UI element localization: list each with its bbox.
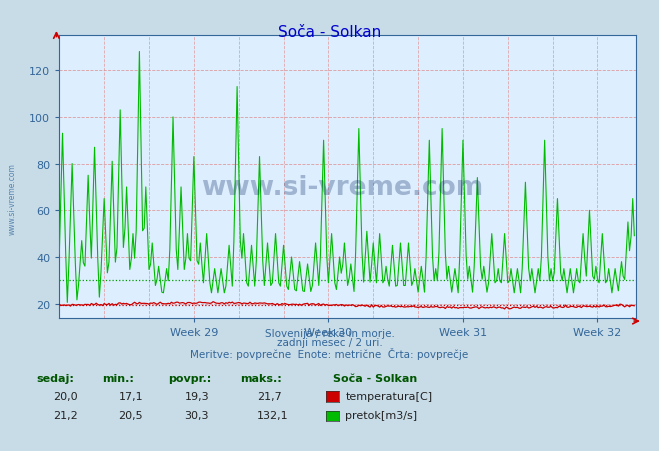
Text: Slovenija / reke in morje.: Slovenija / reke in morje. <box>264 328 395 338</box>
Text: www.si-vreme.com: www.si-vreme.com <box>202 174 484 200</box>
Text: 21,2: 21,2 <box>53 410 78 420</box>
Text: 30,3: 30,3 <box>185 410 209 420</box>
Text: www.si-vreme.com: www.si-vreme.com <box>7 162 16 235</box>
Text: 20,0: 20,0 <box>53 391 77 401</box>
Text: povpr.:: povpr.: <box>168 373 212 383</box>
Text: maks.:: maks.: <box>241 373 282 383</box>
Text: 17,1: 17,1 <box>119 391 143 401</box>
Text: temperatura[C]: temperatura[C] <box>345 391 432 401</box>
Text: 19,3: 19,3 <box>185 391 209 401</box>
Text: Meritve: povprečne  Enote: metrične  Črta: povprečje: Meritve: povprečne Enote: metrične Črta:… <box>190 347 469 359</box>
Text: sedaj:: sedaj: <box>36 373 74 383</box>
Text: 20,5: 20,5 <box>119 410 143 420</box>
Text: Soča - Solkan: Soča - Solkan <box>278 25 381 40</box>
Text: min.:: min.: <box>102 373 134 383</box>
Text: 132,1: 132,1 <box>257 410 289 420</box>
Text: Soča - Solkan: Soča - Solkan <box>333 373 417 383</box>
Text: 21,7: 21,7 <box>257 391 282 401</box>
Text: pretok[m3/s]: pretok[m3/s] <box>345 410 417 420</box>
Text: zadnji mesec / 2 uri.: zadnji mesec / 2 uri. <box>277 337 382 347</box>
